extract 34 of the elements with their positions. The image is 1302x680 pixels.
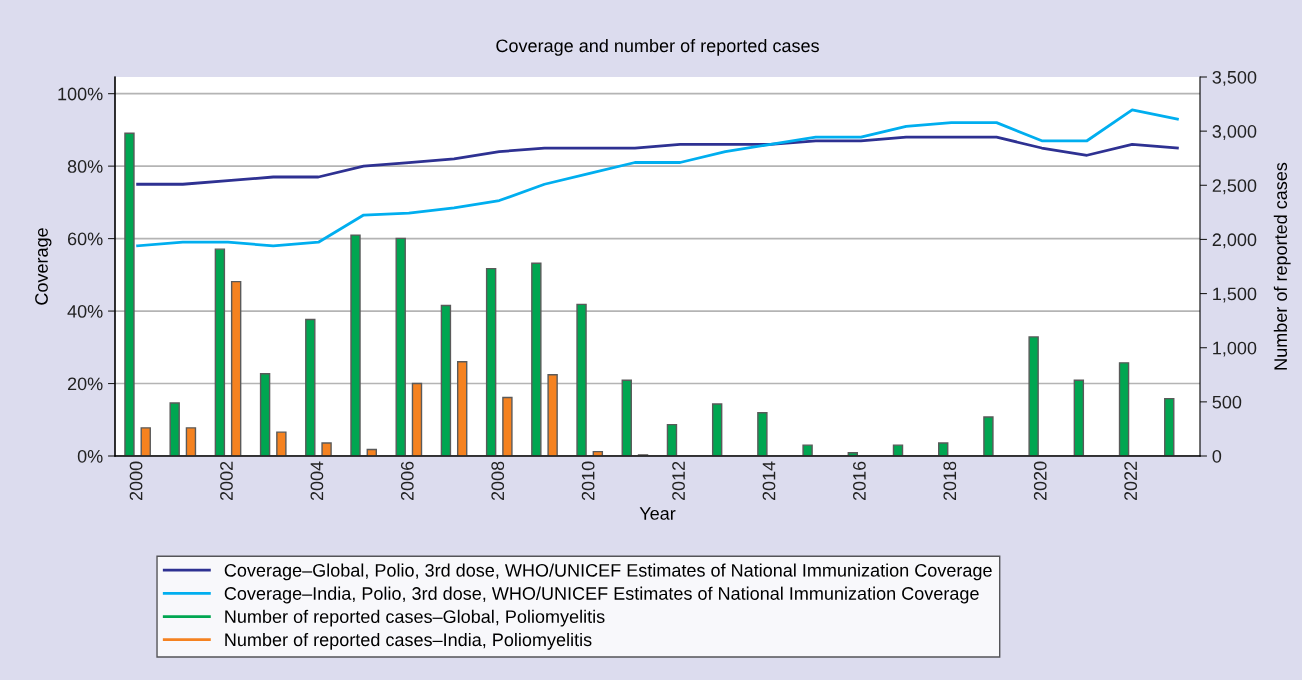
y-axis-title: Coverage (35, 228, 52, 305)
x-tick-label: 2008 (491, 461, 505, 501)
y-tick-label: 20% (67, 377, 103, 391)
y2-tick-label: 1,000 (1213, 341, 1257, 357)
x-tick-label: 2022 (1124, 461, 1138, 501)
y2-tick-label: 3,500 (1212, 70, 1257, 86)
x-tick-label: 2006 (400, 461, 414, 501)
x-tick-label: 2000 (129, 461, 143, 501)
y2-tick-label: 1,500 (1213, 287, 1257, 303)
x-tick-label: 2002 (220, 461, 233, 501)
legend-label: Number of reported cases–Global, Poliomyelitis (225, 609, 605, 627)
y-tick-label: 60% (67, 232, 103, 246)
x-tick-label: 2004 (310, 461, 324, 501)
y-tick-label: 40% (67, 305, 103, 318)
legend-label: Number of reported cases–India, Poliomyelitis (225, 632, 592, 650)
y2-tick-label: 500 (1212, 395, 1242, 409)
legend-label: Coverage–India, Polio, 3rd dose, WHO/UNICEF Estimates of National Immunization Coverage (224, 586, 979, 604)
x-tick-label: 2018 (943, 461, 957, 501)
y-tick-label: 80% (67, 160, 103, 173)
y2-tick-label: 0 (1212, 449, 1222, 463)
x-tick-label: 2010 (581, 461, 595, 501)
y2-axis-title: Number of reported cases (1273, 162, 1291, 370)
chart-title: Coverage and number of reported cases (496, 38, 819, 56)
x-axis-title: Year (639, 507, 676, 520)
x-tick-label: 2012 (672, 461, 685, 501)
y-tick-label: 100% (58, 87, 103, 101)
x-tick-label: 2020 (1033, 461, 1047, 501)
x-tick-label: 2016 (853, 461, 866, 501)
legend-label: Coverage–Global, Polio, 3rd dose, WHO/UNICEF Estimates of National Immunization Coverage (224, 563, 992, 581)
y2-tick-label: 3,000 (1212, 125, 1257, 140)
y2-tick-label: 2,000 (1212, 233, 1257, 249)
y-tick-label: 0% (77, 449, 103, 463)
x-tick-label: 2014 (762, 461, 776, 501)
y2-tick-label: 2,500 (1212, 179, 1257, 195)
